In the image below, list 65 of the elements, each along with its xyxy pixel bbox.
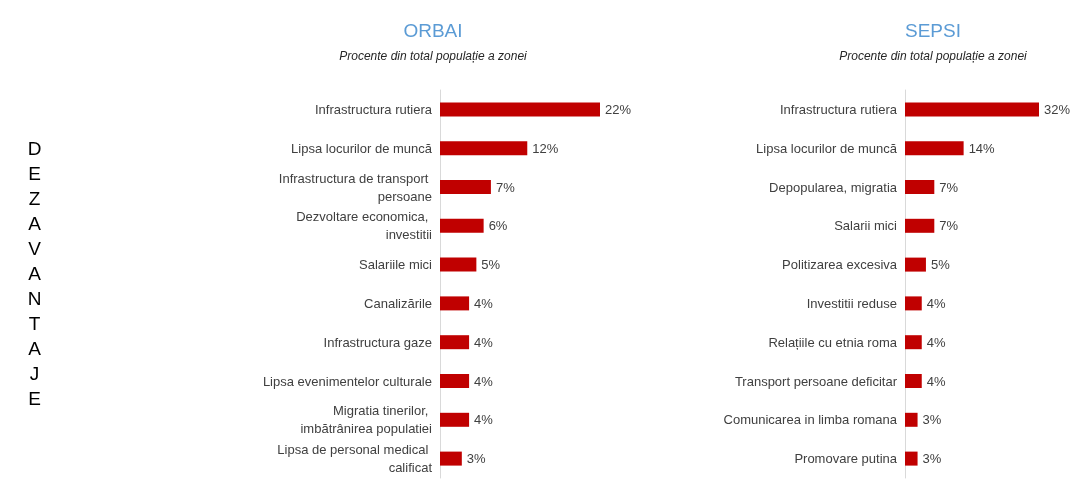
bar (905, 335, 922, 350)
data-label: 14% (968, 140, 996, 156)
data-label: 4% (926, 334, 946, 350)
data-label: 5% (930, 257, 951, 273)
data-label: 4% (474, 412, 494, 428)
bar (905, 451, 918, 466)
y-tick-label: Migratia tinerilor, imbătrânirea populatiei (300, 403, 433, 437)
data-label: 4% (474, 295, 494, 311)
bar (440, 102, 600, 117)
chart-title: ORBAI (403, 20, 463, 41)
data-label: 4% (926, 295, 946, 311)
bar (905, 102, 1039, 117)
y-tick-label: Infrastructura rutiera (314, 101, 433, 117)
data-label: 7% (939, 179, 959, 195)
bar (440, 257, 477, 272)
chart-subtitle: Procente din total populație a zonei (839, 49, 1028, 63)
data-label: 4% (474, 373, 494, 389)
data-label: 32% (1044, 101, 1071, 117)
y-tick-label: Transport persoane deficitar (734, 373, 898, 389)
bar (905, 218, 935, 233)
bar (905, 296, 922, 311)
data-label: 5% (481, 257, 501, 273)
bar (440, 180, 491, 194)
y-tick-label: Lipsa evenimentelor culturale (262, 373, 432, 389)
y-tick-label: Politizarea excesiva (782, 257, 898, 273)
data-label: 22% (605, 101, 632, 117)
data-label: 7% (939, 218, 959, 234)
data-label: 4% (926, 373, 946, 389)
bar (440, 296, 470, 311)
bar (905, 374, 922, 388)
data-label: 3% (922, 412, 942, 428)
data-label: 12% (532, 140, 559, 156)
y-tick-label: Infrastructura gaze (323, 334, 432, 350)
y-tick-label: Salarii mici (834, 218, 898, 234)
y-tick-label: Infrastructura de transport persoane (278, 170, 432, 204)
y-tick-label: Canalizările (364, 295, 432, 311)
y-tick-label: Infrastructura rutiera (779, 101, 898, 117)
bar (440, 412, 470, 427)
bar (905, 180, 935, 194)
bar (440, 218, 484, 233)
bar (440, 451, 462, 466)
chart-subtitle: Procente din total populație a zonei (339, 49, 528, 63)
y-tick-label: Relațiile cu etnia roma (768, 334, 898, 350)
data-label: 7% (495, 179, 516, 195)
bar (905, 257, 926, 272)
data-label: 3% (466, 451, 487, 467)
y-tick-label: Lipsa locurilor de muncă (756, 140, 898, 156)
y-tick-label: Lipsa locurilor de muncă (291, 140, 433, 156)
y-tick-label: Promovare putina (794, 451, 898, 467)
y-tick-label: Salariile mici (359, 257, 433, 273)
y-tick-label: Investitii reduse (806, 295, 897, 311)
y-tick-label: Comunicarea in limba romana (723, 412, 898, 428)
y-axis-title: DEZAVANTAJE (23, 137, 45, 413)
bar (905, 141, 964, 156)
y-tick-label: Lipsa de personal medical calificat (277, 442, 433, 476)
data-label: 3% (922, 451, 942, 467)
bar (440, 374, 470, 388)
bar (905, 412, 918, 427)
data-label: 6% (488, 218, 508, 234)
chart-title: SEPSI (905, 20, 961, 41)
data-label: 4% (474, 334, 494, 350)
bar (440, 141, 528, 156)
y-tick-label: Dezvoltare economica, investitii (296, 209, 433, 243)
y-tick-label: Depopularea, migratia (769, 179, 898, 195)
bar (440, 335, 470, 350)
